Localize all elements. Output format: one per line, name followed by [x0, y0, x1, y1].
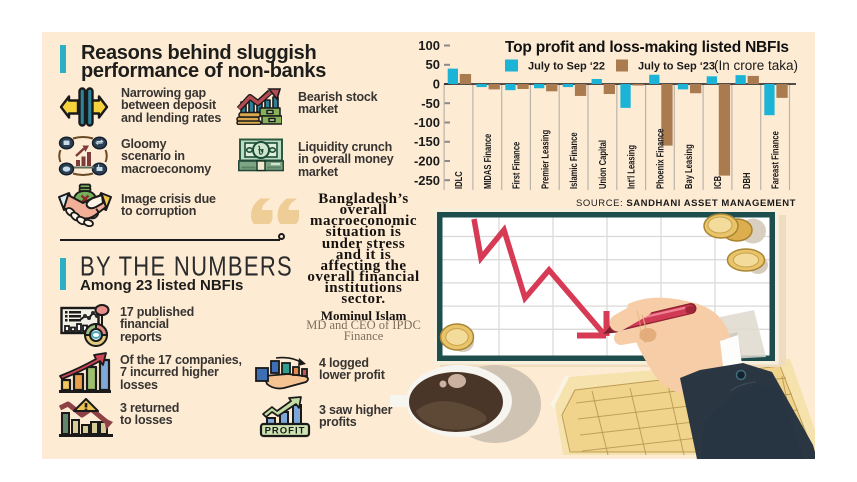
svg-text:(In crore taka): (In crore taka)	[714, 58, 798, 73]
svg-text:July to Sep ‘23: July to Sep ‘23	[638, 61, 715, 73]
svg-text:MIDAS Finance: MIDAS Finance	[482, 134, 493, 189]
svg-text:100: 100	[418, 38, 440, 53]
svg-text:0: 0	[433, 77, 440, 92]
svg-text:July to Sep ‘22: July to Sep ‘22	[528, 61, 605, 73]
svg-text:Int'l Leasing: Int'l Leasing	[626, 145, 637, 189]
svg-text:IDLC: IDLC	[453, 171, 464, 189]
svg-text:DBH: DBH	[741, 173, 752, 189]
svg-text:PROFIT: PROFIT	[265, 426, 306, 437]
svg-text:৳: ৳	[258, 144, 264, 158]
svg-text:-100: -100	[414, 115, 440, 130]
svg-text:Top profit and loss-making lis: Top profit and loss-making listed NBFIs	[505, 39, 789, 56]
svg-text:-200: -200	[414, 154, 440, 169]
svg-text:First Finance: First Finance	[510, 142, 521, 189]
svg-text:Union Capital: Union Capital	[597, 140, 608, 189]
svg-text:Fareast Finance: Fareast Finance	[770, 131, 781, 189]
svg-text:Phoenix Finance: Phoenix Finance	[654, 129, 665, 189]
svg-text:-250: -250	[414, 173, 440, 188]
svg-text:ICB: ICB	[712, 176, 723, 189]
svg-text:Islamic Finance: Islamic Finance	[568, 132, 579, 189]
svg-text:50: 50	[426, 57, 440, 72]
svg-text:Bay Leasing: Bay Leasing	[683, 144, 694, 189]
svg-text:-150: -150	[414, 134, 440, 149]
svg-text:Premier Leasing: Premier Leasing	[539, 130, 550, 189]
svg-text:-50: -50	[421, 96, 440, 111]
svg-text:SOURCE: SANDHANI ASSET MANAGEM: SOURCE: SANDHANI ASSET MANAGEMENT	[576, 198, 796, 209]
